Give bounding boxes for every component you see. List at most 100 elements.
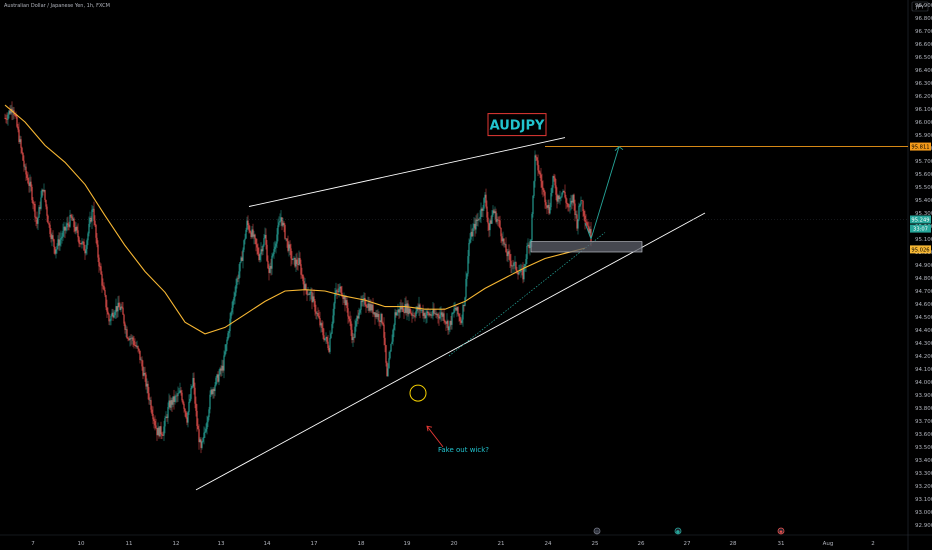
candle-body (23, 160, 25, 167)
wick-marker-circle[interactable] (409, 384, 427, 402)
candle-body (111, 312, 113, 316)
candle-body (463, 304, 465, 306)
candle-body (146, 383, 148, 387)
candle-body (369, 304, 371, 311)
candle-body (465, 279, 467, 298)
currency-badge[interactable] (911, 1, 929, 12)
candle-body (564, 191, 566, 198)
candle-body (177, 393, 179, 397)
candle-body (108, 314, 110, 322)
candle-body (355, 320, 357, 327)
candle-body (30, 181, 32, 188)
candle-body (505, 244, 507, 253)
candle-body (6, 119, 8, 120)
candle-body (142, 366, 144, 376)
flag-event-icon[interactable] (674, 527, 682, 535)
candle-body (582, 200, 584, 211)
candle-body (24, 166, 26, 168)
chart-title: AUDJPY (490, 119, 545, 134)
candle-body (563, 190, 565, 192)
candle-body (529, 240, 531, 249)
x-tick-label: 25 (592, 541, 599, 547)
calendar-event-icon[interactable] (593, 527, 601, 535)
candle-body (379, 320, 381, 322)
y-tick-label: 94.100 (915, 367, 932, 373)
lower-trendline[interactable] (195, 212, 706, 491)
projection-arrow-line[interactable] (590, 146, 620, 240)
candle-body (212, 389, 214, 395)
candle-body (567, 203, 569, 207)
candle-body (312, 296, 314, 303)
candle-body (112, 312, 114, 318)
candle-body (162, 435, 164, 436)
candle-body (179, 390, 181, 393)
candle-body (511, 265, 513, 267)
candle-body (154, 421, 156, 426)
candle-body (223, 355, 225, 371)
candle-body (80, 243, 82, 245)
candle-body (588, 227, 590, 234)
flag-event-icon-glyph: ● (676, 530, 680, 535)
candle-body (388, 358, 390, 369)
candle-body (155, 425, 157, 429)
candle-body (526, 245, 528, 260)
candle-body (494, 211, 496, 214)
candle-body (466, 273, 468, 280)
alert-event-icon[interactable] (777, 527, 785, 535)
candle-body (181, 392, 183, 401)
candle-body (16, 116, 18, 127)
candle-body (452, 312, 454, 314)
candle-body (296, 259, 298, 264)
upper-trendline[interactable] (248, 137, 566, 207)
candle-body (215, 377, 217, 386)
candle-body (293, 257, 295, 259)
candle-body (51, 235, 53, 239)
candle-body (555, 185, 557, 195)
candle-body (306, 289, 308, 295)
candle-body (232, 300, 234, 308)
candle-body (125, 329, 127, 330)
candle-body (365, 304, 367, 307)
candle-body (324, 338, 326, 340)
demand-zone[interactable] (530, 241, 643, 253)
candle-body (547, 204, 549, 208)
title-box[interactable] (487, 113, 547, 137)
candle-body (327, 341, 329, 349)
candle-body (565, 197, 567, 203)
candle-body (420, 310, 422, 311)
candle-body (422, 309, 424, 316)
candle-body (226, 339, 228, 345)
candle-body (487, 217, 489, 224)
candle-body (437, 314, 439, 317)
candle-body (184, 408, 186, 412)
y-tick-label: 94.500 (915, 315, 932, 321)
candle-body (496, 219, 498, 222)
candles (4, 101, 592, 454)
candle-body (124, 323, 126, 330)
candle-body (482, 208, 484, 211)
candle-body (486, 206, 488, 218)
candle-body (216, 374, 218, 378)
candle-body (288, 244, 290, 251)
candle-body (137, 346, 139, 349)
price-axis[interactable] (908, 0, 932, 550)
y-tick-label: 94.900 (915, 263, 932, 269)
candle-body (114, 312, 116, 316)
candle-body (537, 160, 539, 171)
candle-body (340, 286, 342, 293)
dotted-support-line[interactable] (448, 232, 606, 357)
candle-body (443, 313, 445, 321)
candle-body (74, 227, 76, 232)
candle-body (341, 292, 343, 297)
candle-body (337, 291, 339, 292)
candle-body (252, 229, 254, 237)
candle-body (286, 238, 288, 241)
x-tick-label: 10 (78, 541, 85, 547)
candle-body (435, 313, 437, 316)
candle-body (220, 368, 222, 371)
y-tick-label: 94.700 (915, 289, 932, 295)
y-tick-label: 93.400 (915, 458, 932, 464)
candle-body (32, 200, 34, 204)
candle-body (164, 418, 166, 427)
